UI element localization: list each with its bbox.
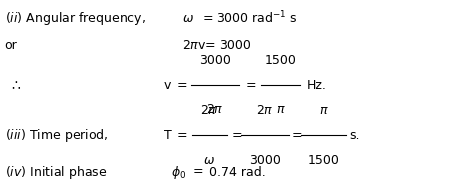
Text: =: = — [176, 79, 187, 92]
Text: $\omega$: $\omega$ — [182, 12, 195, 25]
Text: =: = — [246, 79, 256, 92]
Text: $\pi$: $\pi$ — [319, 104, 328, 117]
Text: 3000: 3000 — [199, 54, 231, 67]
Text: T: T — [164, 129, 172, 142]
Text: =: = — [292, 129, 302, 142]
Text: $2\pi$: $2\pi$ — [201, 104, 218, 117]
Text: $\mathit{(iii)}$ Time period,: $\mathit{(iii)}$ Time period, — [5, 127, 108, 144]
Text: v: v — [164, 79, 171, 92]
Text: $2\pi$v: $2\pi$v — [182, 39, 207, 52]
Text: =: = — [176, 129, 187, 142]
Text: =: = — [202, 12, 213, 25]
Text: $2\pi$: $2\pi$ — [206, 103, 224, 116]
Text: $\phi_0$: $\phi_0$ — [171, 164, 186, 180]
Text: s.: s. — [349, 129, 359, 142]
Text: =: = — [193, 165, 204, 179]
Text: $\omega$: $\omega$ — [203, 154, 215, 167]
Text: $\pi$: $\pi$ — [276, 103, 286, 116]
Text: $2\pi$: $2\pi$ — [256, 104, 274, 117]
Text: 3000 rad$^{-1}$ s: 3000 rad$^{-1}$ s — [216, 10, 298, 27]
Text: 1500: 1500 — [265, 54, 297, 67]
Text: 1500: 1500 — [308, 154, 339, 167]
Text: $\mathit{(iv)}$ Initial phase: $\mathit{(iv)}$ Initial phase — [5, 164, 107, 180]
Text: $\therefore$: $\therefore$ — [9, 78, 22, 92]
Text: or: or — [5, 39, 18, 52]
Text: Hz.: Hz. — [307, 79, 327, 92]
Text: 3000: 3000 — [219, 39, 251, 52]
Text: 3000: 3000 — [249, 154, 280, 167]
Text: 0.74 rad.: 0.74 rad. — [209, 165, 266, 179]
Text: $\mathit{(ii)}$ Angular frequency,: $\mathit{(ii)}$ Angular frequency, — [5, 10, 146, 27]
Text: =: = — [205, 39, 215, 52]
Text: =: = — [232, 129, 242, 142]
